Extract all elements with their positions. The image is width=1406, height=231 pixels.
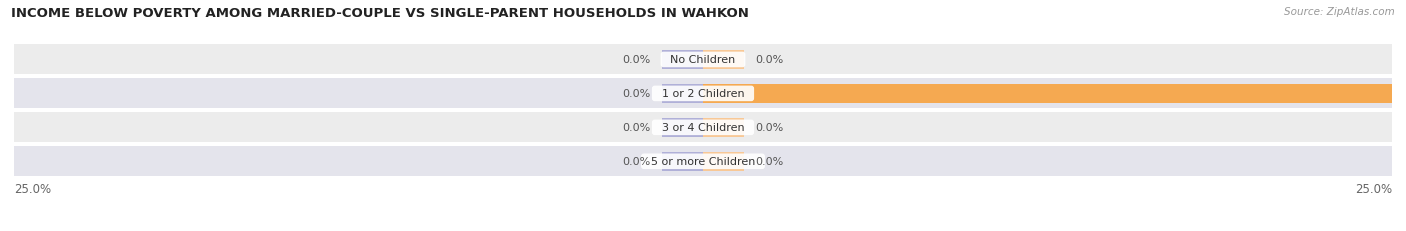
Bar (703, 152, 744, 171)
Text: 1 or 2 Children: 1 or 2 Children (655, 89, 751, 99)
Text: 0.0%: 0.0% (755, 123, 783, 133)
Bar (14, 147, 1392, 176)
Text: Source: ZipAtlas.com: Source: ZipAtlas.com (1284, 7, 1395, 17)
Text: 0.0%: 0.0% (623, 55, 651, 65)
Text: 25.0%: 25.0% (14, 182, 51, 195)
Bar (14, 45, 1392, 75)
Bar (703, 119, 744, 137)
Text: 0.0%: 0.0% (755, 157, 783, 167)
Bar (703, 85, 1392, 103)
Text: 3 or 4 Children: 3 or 4 Children (655, 123, 751, 133)
Bar (662, 51, 703, 70)
Bar (14, 79, 1392, 109)
Bar (703, 51, 744, 70)
Bar (662, 119, 703, 137)
Text: 25.0%: 25.0% (1355, 182, 1392, 195)
Text: 0.0%: 0.0% (623, 123, 651, 133)
Text: 25.0%: 25.0% (1403, 89, 1406, 99)
Bar (14, 113, 1392, 143)
Bar (662, 152, 703, 171)
Text: 0.0%: 0.0% (623, 89, 651, 99)
Text: INCOME BELOW POVERTY AMONG MARRIED-COUPLE VS SINGLE-PARENT HOUSEHOLDS IN WAHKON: INCOME BELOW POVERTY AMONG MARRIED-COUPL… (11, 7, 749, 20)
Text: 0.0%: 0.0% (623, 157, 651, 167)
Text: 0.0%: 0.0% (755, 55, 783, 65)
Text: No Children: No Children (664, 55, 742, 65)
Text: 5 or more Children: 5 or more Children (644, 157, 762, 167)
Bar (662, 85, 703, 103)
